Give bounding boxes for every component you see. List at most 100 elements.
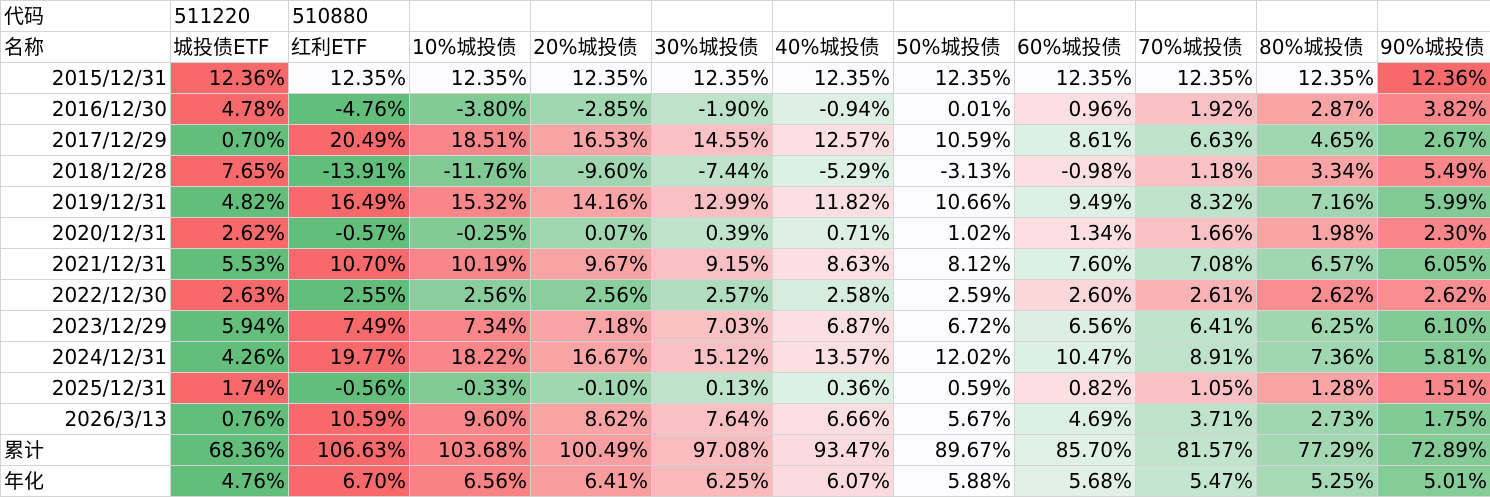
value-cell[interactable]: 0.59% <box>894 373 1015 404</box>
value-cell[interactable]: 3.82% <box>1378 94 1490 125</box>
column-name[interactable]: 红利ETF <box>289 32 410 63</box>
value-cell[interactable]: 12.57% <box>773 125 894 156</box>
value-cell[interactable]: 5.47% <box>1136 466 1257 497</box>
column-name[interactable]: 40%城投债 <box>773 32 894 63</box>
value-cell[interactable]: 0.76% <box>171 404 289 435</box>
value-cell[interactable]: 2.56% <box>531 280 652 311</box>
value-cell[interactable]: -3.80% <box>410 94 531 125</box>
value-cell[interactable]: -0.98% <box>1015 156 1136 187</box>
column-name[interactable]: 70%城投债 <box>1136 32 1257 63</box>
value-cell[interactable]: 10.70% <box>289 249 410 280</box>
value-cell[interactable]: 12.35% <box>410 63 531 94</box>
value-cell[interactable]: 3.71% <box>1136 404 1257 435</box>
date-cell[interactable]: 2025/12/31 <box>1 373 171 404</box>
value-cell[interactable]: 0.82% <box>1015 373 1136 404</box>
column-name[interactable]: 60%城投债 <box>1015 32 1136 63</box>
value-cell[interactable]: 6.25% <box>1257 311 1378 342</box>
value-cell[interactable]: 2.63% <box>171 280 289 311</box>
value-cell[interactable]: 6.56% <box>410 466 531 497</box>
value-cell[interactable]: 4.69% <box>1015 404 1136 435</box>
value-cell[interactable]: 5.67% <box>894 404 1015 435</box>
value-cell[interactable]: 15.12% <box>652 342 773 373</box>
value-cell[interactable]: 12.02% <box>894 342 1015 373</box>
date-cell[interactable]: 2017/12/29 <box>1 125 171 156</box>
value-cell[interactable]: 4.26% <box>171 342 289 373</box>
value-cell[interactable]: 8.91% <box>1136 342 1257 373</box>
value-cell[interactable]: 1.66% <box>1136 218 1257 249</box>
value-cell[interactable]: -0.56% <box>289 373 410 404</box>
value-cell[interactable]: 12.35% <box>1257 63 1378 94</box>
value-cell[interactable]: 7.65% <box>171 156 289 187</box>
value-cell[interactable]: -5.29% <box>773 156 894 187</box>
value-cell[interactable]: 15.32% <box>410 187 531 218</box>
value-cell[interactable]: 2.57% <box>652 280 773 311</box>
value-cell[interactable]: 0.07% <box>531 218 652 249</box>
value-cell[interactable]: 2.62% <box>171 218 289 249</box>
code-label[interactable]: 代码 <box>1 1 171 32</box>
value-cell[interactable]: 6.41% <box>1136 311 1257 342</box>
summary-label[interactable]: 年化 <box>1 466 171 497</box>
value-cell[interactable]: 103.68% <box>410 435 531 466</box>
value-cell[interactable]: 6.63% <box>1136 125 1257 156</box>
value-cell[interactable]: 5.81% <box>1378 342 1490 373</box>
value-cell[interactable]: 12.35% <box>652 63 773 94</box>
value-cell[interactable]: 8.61% <box>1015 125 1136 156</box>
column-name[interactable]: 30%城投债 <box>652 32 773 63</box>
value-cell[interactable]: 93.47% <box>773 435 894 466</box>
value-cell[interactable]: 89.67% <box>894 435 1015 466</box>
value-cell[interactable]: 5.68% <box>1015 466 1136 497</box>
value-cell[interactable]: 2.62% <box>1257 280 1378 311</box>
value-cell[interactable]: 0.01% <box>894 94 1015 125</box>
value-cell[interactable]: -0.57% <box>289 218 410 249</box>
empty-cell[interactable] <box>1015 1 1136 32</box>
date-cell[interactable]: 2016/12/30 <box>1 94 171 125</box>
value-cell[interactable]: 5.01% <box>1378 466 1490 497</box>
value-cell[interactable]: -7.44% <box>652 156 773 187</box>
value-cell[interactable]: 5.88% <box>894 466 1015 497</box>
date-cell[interactable]: 2021/12/31 <box>1 249 171 280</box>
value-cell[interactable]: 12.35% <box>894 63 1015 94</box>
value-cell[interactable]: 6.41% <box>531 466 652 497</box>
value-cell[interactable]: 85.70% <box>1015 435 1136 466</box>
value-cell[interactable]: 16.49% <box>289 187 410 218</box>
value-cell[interactable]: 81.57% <box>1136 435 1257 466</box>
value-cell[interactable]: 1.02% <box>894 218 1015 249</box>
value-cell[interactable]: 2.67% <box>1378 125 1490 156</box>
date-cell[interactable]: 2019/12/31 <box>1 187 171 218</box>
value-cell[interactable]: 7.08% <box>1136 249 1257 280</box>
value-cell[interactable]: 5.53% <box>171 249 289 280</box>
value-cell[interactable]: 14.55% <box>652 125 773 156</box>
empty-cell[interactable] <box>1257 1 1378 32</box>
value-cell[interactable]: 11.82% <box>773 187 894 218</box>
value-cell[interactable]: 8.62% <box>531 404 652 435</box>
empty-cell[interactable] <box>652 1 773 32</box>
value-cell[interactable]: 12.35% <box>531 63 652 94</box>
value-cell[interactable]: 1.28% <box>1257 373 1378 404</box>
value-cell[interactable]: 2.73% <box>1257 404 1378 435</box>
value-cell[interactable]: 0.13% <box>652 373 773 404</box>
code-510880[interactable]: 510880 <box>289 1 410 32</box>
date-cell[interactable]: 2020/12/31 <box>1 218 171 249</box>
empty-cell[interactable] <box>773 1 894 32</box>
column-name[interactable]: 80%城投债 <box>1257 32 1378 63</box>
value-cell[interactable]: 6.25% <box>652 466 773 497</box>
value-cell[interactable]: 7.64% <box>652 404 773 435</box>
value-cell[interactable]: 2.56% <box>410 280 531 311</box>
value-cell[interactable]: 7.03% <box>652 311 773 342</box>
value-cell[interactable]: 16.67% <box>531 342 652 373</box>
value-cell[interactable]: 1.34% <box>1015 218 1136 249</box>
value-cell[interactable]: -0.25% <box>410 218 531 249</box>
value-cell[interactable]: 6.66% <box>773 404 894 435</box>
value-cell[interactable]: 7.36% <box>1257 342 1378 373</box>
value-cell[interactable]: 4.65% <box>1257 125 1378 156</box>
value-cell[interactable]: 4.82% <box>171 187 289 218</box>
value-cell[interactable]: 1.92% <box>1136 94 1257 125</box>
value-cell[interactable]: 10.59% <box>289 404 410 435</box>
value-cell[interactable]: 1.74% <box>171 373 289 404</box>
column-name[interactable]: 20%城投债 <box>531 32 652 63</box>
value-cell[interactable]: -0.10% <box>531 373 652 404</box>
value-cell[interactable]: 7.49% <box>289 311 410 342</box>
value-cell[interactable]: 68.36% <box>171 435 289 466</box>
column-name[interactable]: 50%城投债 <box>894 32 1015 63</box>
value-cell[interactable]: 12.99% <box>652 187 773 218</box>
